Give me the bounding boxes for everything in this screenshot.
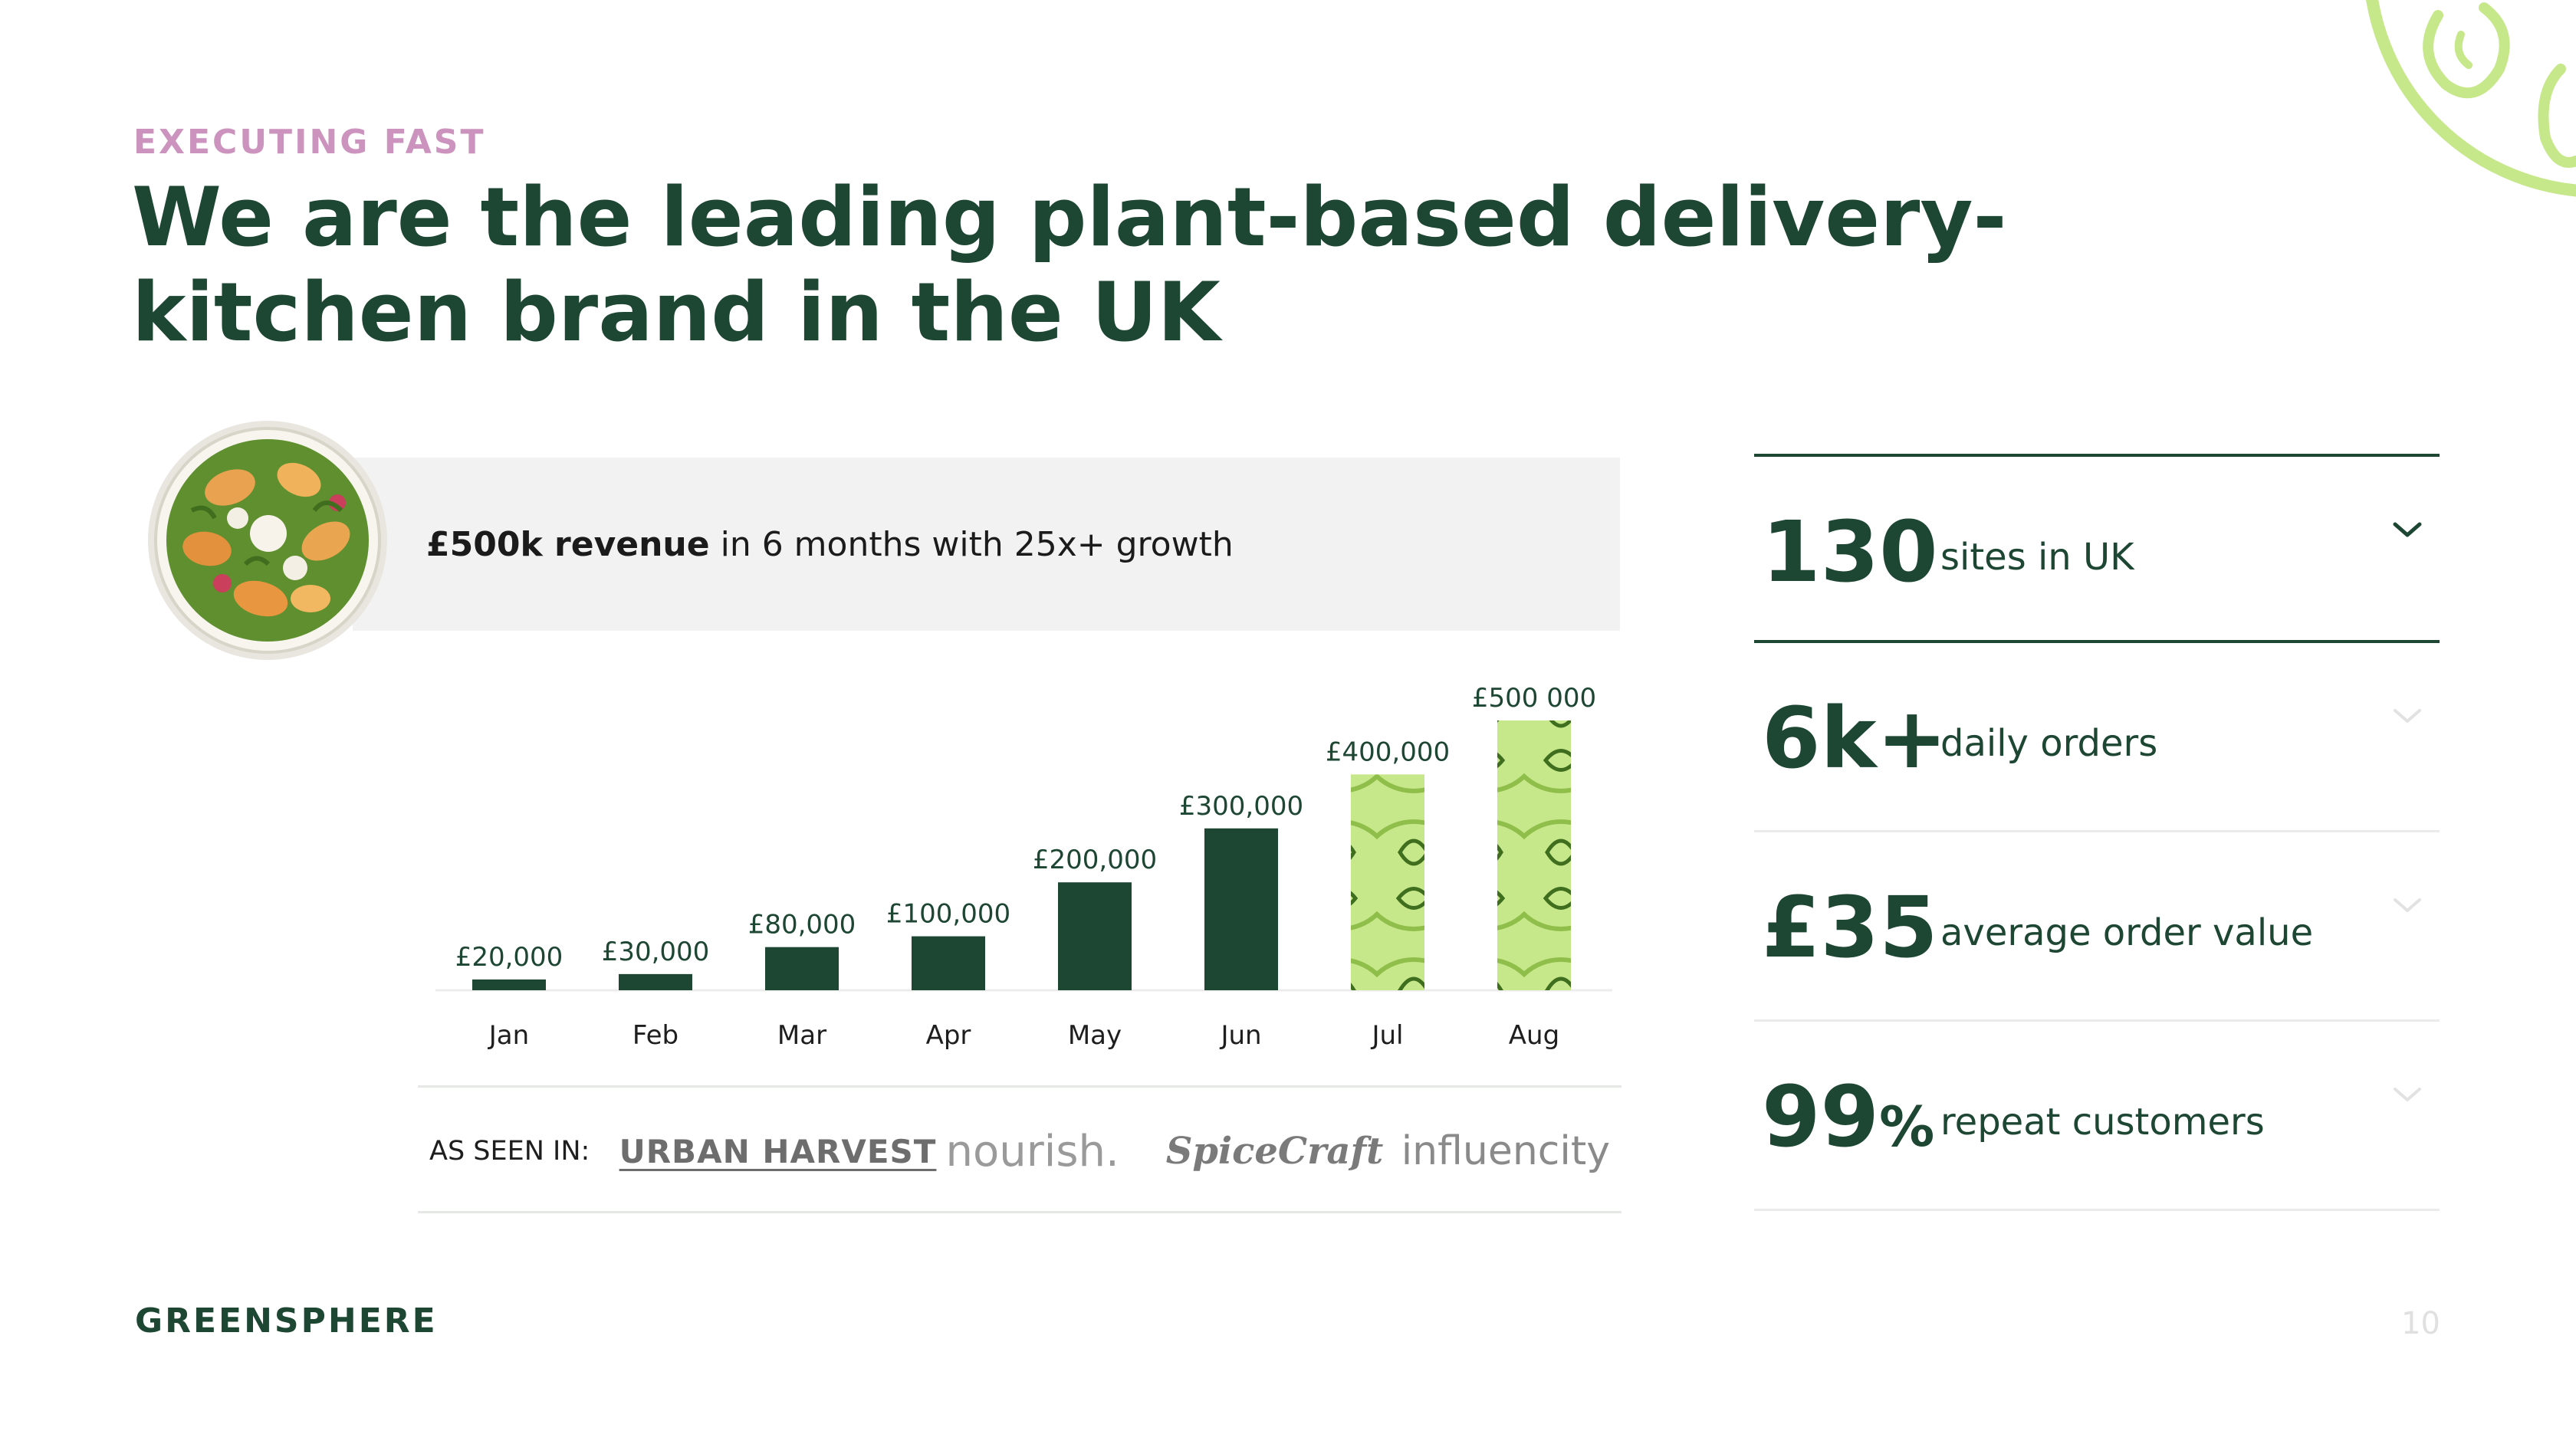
bar-value-label-apr: £100,000 [886,899,1010,930]
press-logo-urban-harvest: URBAN HARVEST [619,1132,937,1170]
bar-jul [1351,774,1424,990]
press-label: AS SEEN IN: [429,1136,590,1167]
bar-jan [472,979,546,990]
press-logo-influencity: influencity [1401,1128,1610,1174]
stat-aov-value: £35 [1762,878,1938,976]
chevron-down-icon[interactable] [2390,704,2424,727]
x-tick-label-jan: Jan [488,1020,529,1051]
x-tick-label-jul: Jul [1370,1020,1403,1051]
press-bottom-divider [418,1211,1622,1213]
chevron-down-icon[interactable] [2390,894,2424,917]
revenue-bar-chart: £20,000 Jan £30,000 Feb £80,000 Mar £100,000 Ap… [435,683,1612,1051]
bar-value-label-may: £200,000 [1033,845,1157,875]
x-tick-label-apr: Apr [926,1020,971,1051]
stat-repeat-value: 99% [1762,1068,1935,1166]
stat-sites-label: sites in UK [1940,536,2134,579]
bar-value-label-jun: £300,000 [1179,791,1303,822]
stat-average-order[interactable]: £35 average order value [1754,832,2440,1022]
bar-feb [619,973,692,990]
stat-aov-label: average order value [1940,911,2314,954]
x-tick-label-aug: Aug [1509,1020,1559,1051]
bar-may [1058,882,1132,990]
brand-logo-text: GREENSPHERE [135,1301,438,1341]
bar-value-label-jul: £400,000 [1326,737,1450,767]
x-tick-label-may: May [1068,1020,1122,1051]
stat-orders-value: 6k+ [1762,689,1947,787]
section-eyebrow: EXECUTING FAST [133,123,486,162]
page-number: 10 [2401,1306,2440,1341]
stat-orders-label: daily orders [1940,722,2158,765]
salad-bowl-photo [148,421,387,660]
bar-value-label-feb: £30,000 [602,937,710,967]
stat-repeat-label: repeat customers [1940,1101,2265,1144]
stat-sites[interactable]: 130 sites in UK [1754,454,2440,643]
slide-title: We are the leading plant-based delivery-… [132,170,2007,359]
stat-repeat-customers[interactable]: 99% repeat customers [1754,1022,2440,1211]
press-logo-nourish: nourish. [945,1126,1119,1177]
revenue-rest: in 6 months with 25x+ growth [709,524,1234,564]
press-row: AS SEEN IN: URBAN HARVEST nourish. Spice… [429,1104,1610,1199]
revenue-highlight: £500k revenue [426,524,710,564]
revenue-banner: £500k revenue in 6 months with 25x+ grow… [353,458,1620,631]
press-logo-spicecraft: SpiceCraft [1165,1130,1384,1173]
chevron-down-icon[interactable] [2390,518,2424,541]
bar-value-label-aug: £500 000 [1472,683,1596,714]
bar-mar [765,947,839,990]
stats-accordion: 130 sites in UK 6k+ daily orders £35 ave… [1754,454,2440,1211]
x-tick-label-mar: Mar [777,1020,826,1051]
press-top-divider [418,1085,1622,1088]
stat-sites-value: 130 [1762,503,1938,601]
bar-jun [1204,828,1278,990]
bar-aug [1497,720,1571,990]
x-tick-label-jun: Jun [1219,1020,1261,1051]
lime-corner-illustration [2366,0,2576,197]
x-tick-label-feb: Feb [632,1020,678,1051]
revenue-banner-text: £500k revenue in 6 months with 25x+ grow… [426,525,1234,564]
stat-daily-orders[interactable]: 6k+ daily orders [1754,643,2440,832]
bar-apr [912,936,985,990]
chevron-down-icon[interactable] [2390,1083,2424,1106]
bar-value-label-mar: £80,000 [748,910,856,940]
bar-value-label-jan: £20,000 [455,942,564,973]
